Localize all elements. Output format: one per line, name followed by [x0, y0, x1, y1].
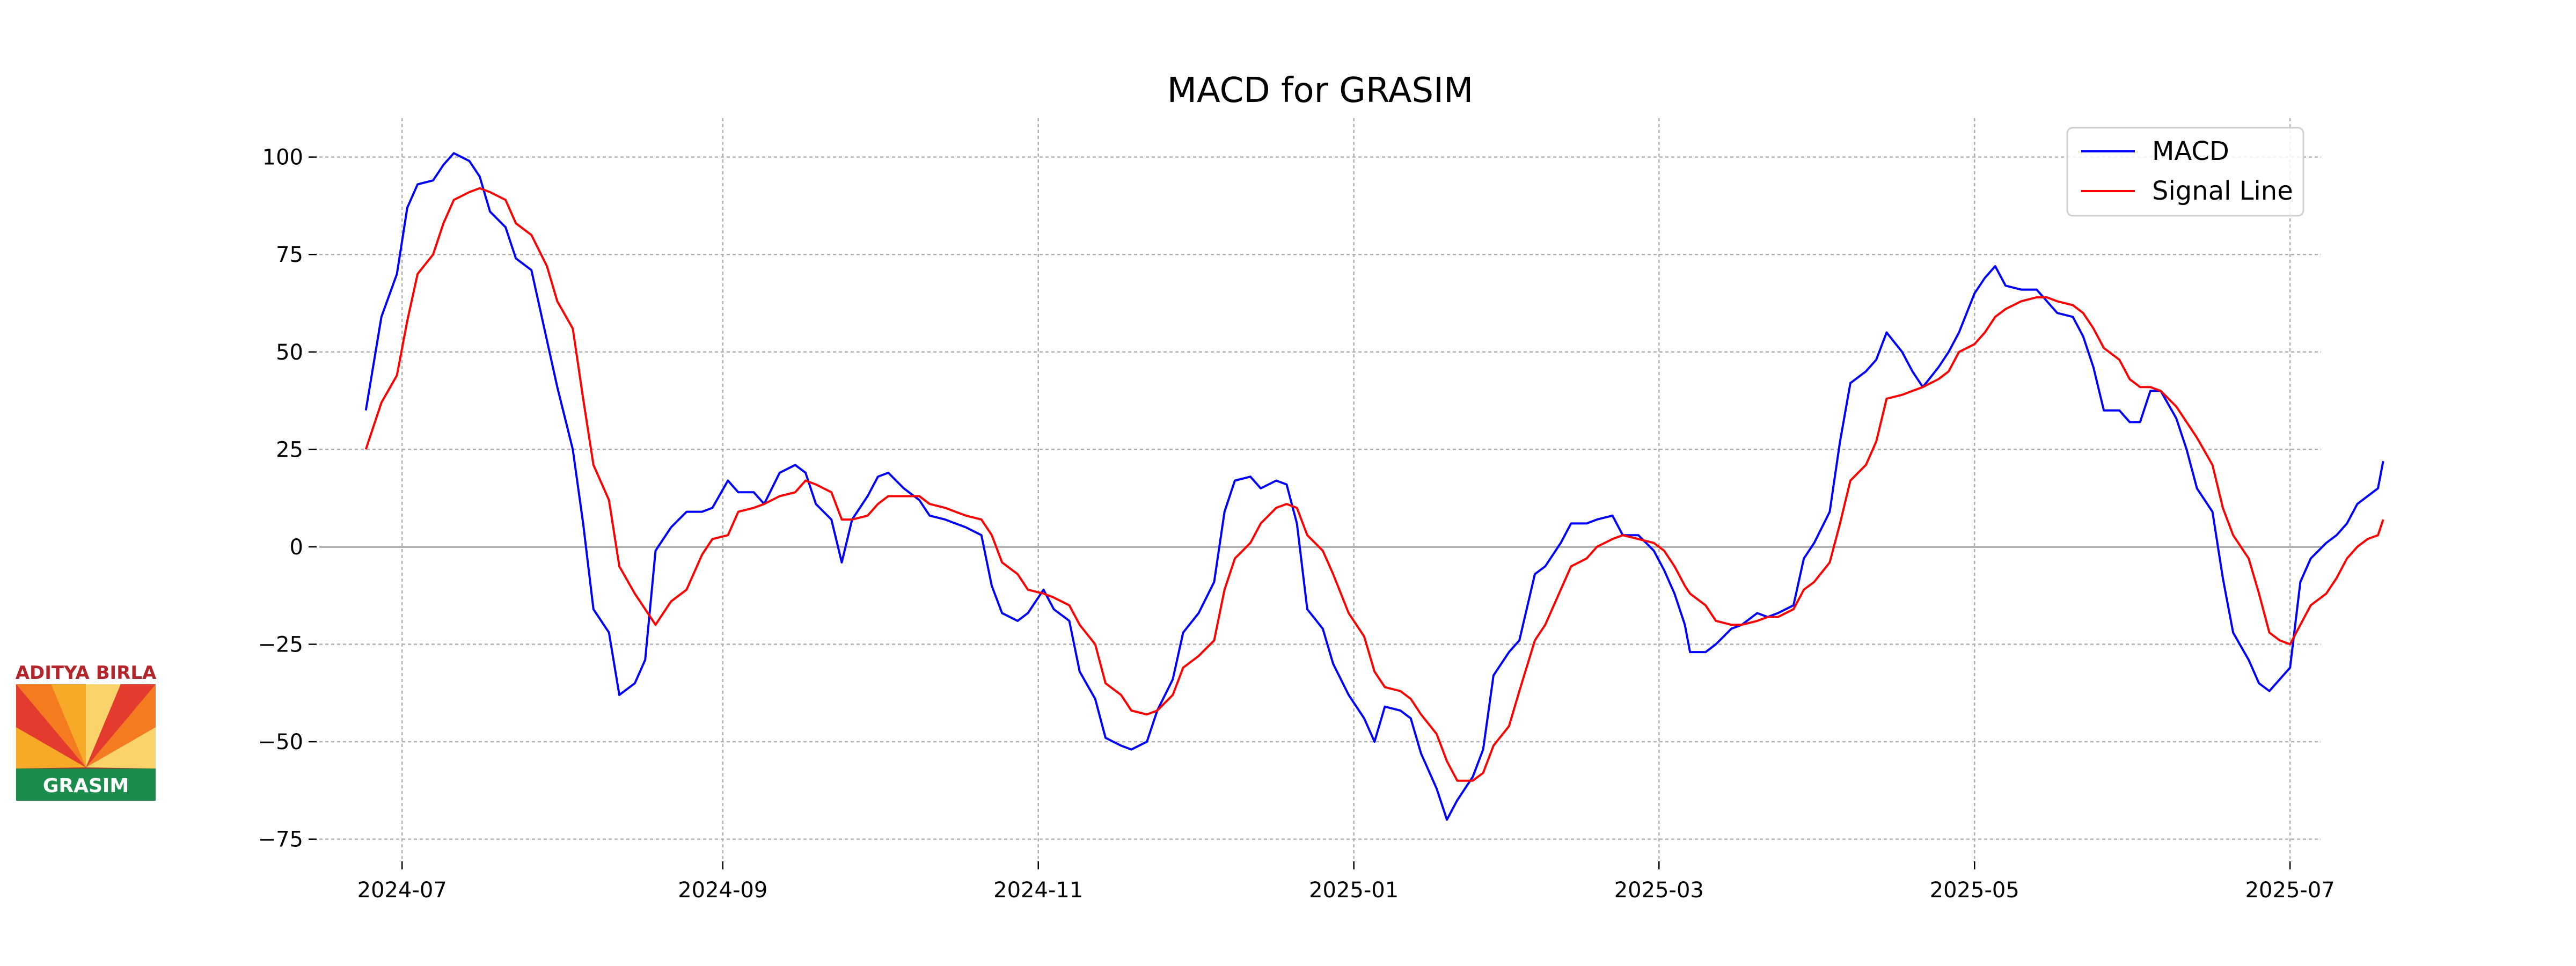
- logo-ray: [16, 684, 86, 767]
- x-tick-label: 2024-09: [678, 878, 767, 903]
- x-axis-ticks: 2024-07 2024-09 2024-11 2025-01 2025-03 2025-…: [357, 861, 2335, 903]
- y-tick-label: 100: [262, 145, 303, 170]
- legend-macd-label: MACD: [2152, 136, 2229, 166]
- aditya-birla-grasim-logo: ADITYA BIRLA GRASIM: [16, 662, 157, 801]
- x-tick-label: 2025-07: [2245, 878, 2335, 903]
- x-tick-label: 2025-01: [1309, 878, 1399, 903]
- logo-top-text: ADITYA BIRLA: [16, 662, 157, 684]
- logo-green-band: [16, 769, 156, 801]
- x-tick-label: 2025-05: [1930, 878, 2019, 903]
- x-tick-label: 2024-07: [357, 878, 447, 903]
- logo-ray: [86, 727, 156, 769]
- series-layer: [364, 152, 2384, 821]
- legend-signal-label: Signal Line: [2152, 176, 2293, 206]
- logo-ray: [16, 727, 86, 769]
- grid: [319, 118, 2321, 859]
- y-axis-ticks: 100 75 50 25 0 −25 −50 −75: [258, 145, 317, 852]
- legend-box: [2066, 127, 2304, 217]
- logo-bottom-text: GRASIM: [43, 775, 129, 797]
- y-tick-label: −75: [258, 828, 303, 852]
- legend: MACD Signal Line: [2066, 127, 2304, 217]
- x-tick-label: 2024-11: [993, 878, 1083, 903]
- y-tick-label: 75: [276, 243, 303, 267]
- logo-ray: [51, 684, 86, 767]
- y-tick-label: −25: [258, 633, 303, 657]
- macd-line: [364, 152, 2384, 821]
- y-tick-label: −50: [258, 730, 303, 755]
- y-tick-label: 0: [290, 535, 303, 560]
- signal-line: [364, 187, 2384, 782]
- y-tick-label: 50: [276, 340, 303, 365]
- y-tick-label: 25: [276, 437, 303, 462]
- x-tick-label: 2025-03: [1614, 878, 1704, 903]
- logo-ray: [86, 684, 156, 767]
- chart-title: MACD for GRASIM: [1167, 71, 1474, 111]
